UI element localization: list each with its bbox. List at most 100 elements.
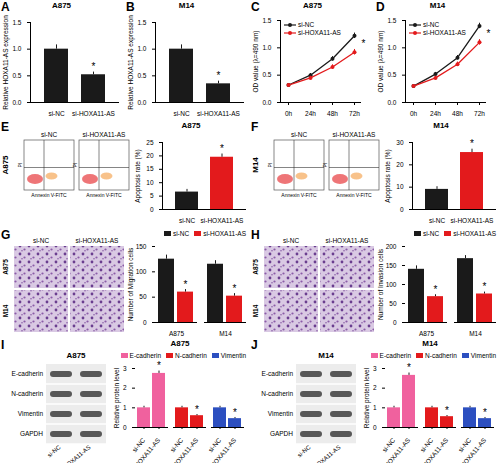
svg-text:si-HOXA11-AS: si-HOXA11-AS <box>204 436 237 463</box>
svg-text:50: 50 <box>389 300 397 307</box>
svg-text:M14: M14 <box>252 304 259 317</box>
svg-text:si-NC: si-NC <box>48 110 65 117</box>
svg-text:M14: M14 <box>318 351 334 360</box>
svg-text:*: * <box>195 404 199 415</box>
svg-text:1: 1 <box>123 404 127 411</box>
svg-text:3: 3 <box>123 365 127 372</box>
svg-text:OD value (λ=490 nm): OD value (λ=490 nm) <box>252 31 260 93</box>
svg-text:Annexin V-FITC: Annexin V-FITC <box>86 192 122 198</box>
svg-text:si-NC: si-NC <box>41 131 58 138</box>
svg-text:10: 10 <box>396 183 404 190</box>
svg-text:si-HOXA11-AS: si-HOXA11-AS <box>378 436 411 463</box>
svg-text:Apoptosis rate (%): Apoptosis rate (%) <box>134 149 142 202</box>
svg-text:si-HOXA11-AS: si-HOXA11-AS <box>454 436 487 463</box>
svg-text:A875: A875 <box>169 330 185 337</box>
svg-text:Number of Migration cells: Number of Migration cells <box>127 247 135 321</box>
svg-text:150: 150 <box>136 243 147 250</box>
svg-text:100: 100 <box>386 281 397 288</box>
svg-text:1.0: 1.0 <box>137 45 146 52</box>
svg-text:0.0: 0.0 <box>262 99 271 106</box>
svg-text:0h: 0h <box>285 110 293 117</box>
svg-text:*: * <box>483 407 487 418</box>
svg-text:*: * <box>233 283 237 294</box>
svg-text:2: 2 <box>373 384 377 391</box>
svg-text:Relative HOXA11-AS expression: Relative HOXA11-AS expression <box>2 15 10 110</box>
svg-text:A875: A875 <box>2 259 9 275</box>
svg-text:72h: 72h <box>349 110 360 117</box>
svg-text:0.0: 0.0 <box>137 99 146 106</box>
svg-text:*: * <box>434 284 438 295</box>
svg-text:si-HOXA11-AS: si-HOXA11-AS <box>451 217 495 224</box>
svg-text:si-HOXA11-AS: si-HOXA11-AS <box>57 444 91 463</box>
svg-text:si-NC: si-NC <box>429 217 446 224</box>
svg-text:1.0: 1.0 <box>262 44 271 51</box>
svg-text:si-NC: si-NC <box>296 444 312 459</box>
svg-text:PI: PI <box>267 163 273 168</box>
svg-text:M14: M14 <box>469 330 482 337</box>
svg-text:si-HOXA11-AS: si-HOXA11-AS <box>326 237 370 244</box>
svg-text:si-HOXA11-AS: si-HOXA11-AS <box>128 436 161 463</box>
svg-text:E-cadherin: E-cadherin <box>12 370 44 377</box>
svg-text:24h: 24h <box>430 110 441 117</box>
svg-text:si-NC: si-NC <box>173 110 190 117</box>
svg-text:si-HOXA11-AS: si-HOXA11-AS <box>201 217 245 224</box>
svg-text:*: * <box>487 28 491 39</box>
svg-text:0.5: 0.5 <box>387 71 396 78</box>
svg-text:0: 0 <box>400 206 404 213</box>
svg-text:GAPDH: GAPDH <box>20 430 43 437</box>
svg-text:Relative protein level: Relative protein level <box>363 367 371 428</box>
svg-text:N-cadherin: N-cadherin <box>261 390 293 397</box>
svg-text:20: 20 <box>146 152 154 159</box>
svg-text:0.5: 0.5 <box>262 71 271 78</box>
svg-text:20: 20 <box>396 161 404 168</box>
svg-text:E-cadherin: E-cadherin <box>262 370 294 377</box>
svg-text:30: 30 <box>396 139 404 146</box>
svg-text:Vimentin: Vimentin <box>268 410 294 417</box>
svg-text:si-HOXA11-AS: si-HOXA11-AS <box>416 436 449 463</box>
svg-text:1.5: 1.5 <box>137 19 146 26</box>
svg-text:*: * <box>217 70 221 81</box>
svg-text:Relative HOXA11-AS expression: Relative HOXA11-AS expression <box>127 15 135 110</box>
svg-text:si-HOXA11-AS: si-HOXA11-AS <box>333 131 377 138</box>
svg-text:si-HOXA11-AS: si-HOXA11-AS <box>166 436 199 463</box>
svg-text:si-HOXA11-AS: si-HOXA11-AS <box>72 110 116 117</box>
svg-text:Relative protein level: Relative protein level <box>113 367 121 428</box>
svg-text:50: 50 <box>139 293 147 300</box>
svg-text:3: 3 <box>373 365 377 372</box>
svg-text:*: * <box>220 143 224 154</box>
svg-text:Apoptosis rate (%): Apoptosis rate (%) <box>384 149 392 202</box>
svg-text:M14: M14 <box>2 304 9 317</box>
svg-text:0: 0 <box>123 424 127 431</box>
svg-text:0.0: 0.0 <box>387 99 396 106</box>
svg-text:48h: 48h <box>327 110 338 117</box>
svg-text:A875: A875 <box>252 259 259 275</box>
svg-text:PI: PI <box>322 163 328 168</box>
svg-text:150: 150 <box>386 262 397 269</box>
svg-text:Annexin V-FITC: Annexin V-FITC <box>281 192 317 198</box>
svg-text:5: 5 <box>150 192 154 199</box>
svg-text:24h: 24h <box>305 110 316 117</box>
svg-text:si-NC: si-NC <box>283 237 300 244</box>
svg-text:0: 0 <box>143 319 147 326</box>
svg-text:A875: A875 <box>419 330 435 337</box>
svg-text:0: 0 <box>373 424 377 431</box>
svg-text:1.0: 1.0 <box>387 44 396 51</box>
svg-text:1: 1 <box>373 404 377 411</box>
svg-text:1.0: 1.0 <box>12 45 21 52</box>
svg-text:si-NC: si-NC <box>46 444 62 459</box>
svg-text:Number of Invasion cells: Number of Invasion cells <box>377 248 384 320</box>
svg-text:1.5: 1.5 <box>12 19 21 26</box>
svg-text:*: * <box>470 138 474 149</box>
svg-text:15: 15 <box>146 165 154 172</box>
svg-text:2: 2 <box>123 384 127 391</box>
svg-text:A875: A875 <box>1 155 10 175</box>
svg-text:0: 0 <box>150 206 154 213</box>
svg-text:si-HOXA11-AS: si-HOXA11-AS <box>83 131 127 138</box>
svg-text:200: 200 <box>386 243 397 250</box>
svg-text:0: 0 <box>393 319 397 326</box>
svg-text:GAPDH: GAPDH <box>270 430 293 437</box>
svg-text:25: 25 <box>146 139 154 146</box>
svg-text:si-HOXA11-AS: si-HOXA11-AS <box>197 110 241 117</box>
svg-text:si-HOXA11-AS: si-HOXA11-AS <box>307 444 341 463</box>
svg-text:M14: M14 <box>251 157 260 173</box>
